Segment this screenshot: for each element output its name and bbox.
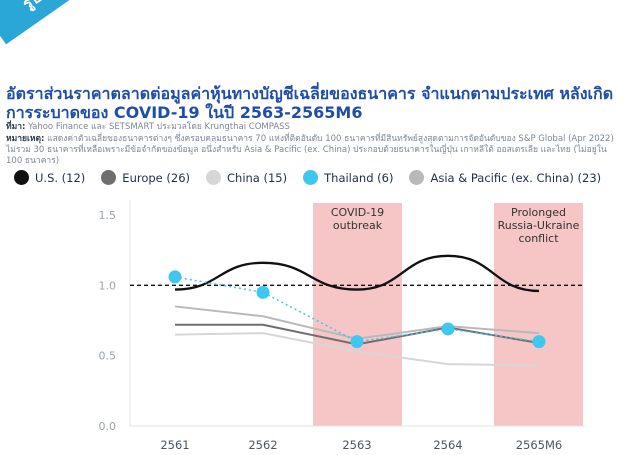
x-tick-label: 2562	[248, 438, 277, 452]
x-tick-label: 2561	[160, 438, 189, 452]
legend-item: Thailand (6)	[303, 170, 393, 185]
annotation-label: outbreak	[333, 219, 383, 232]
chart-title: อัตราส่วนราคาตลาดต่อมูลค่าหุ้นทางบัญชีเฉ…	[6, 84, 614, 122]
legend: U.S. (12) Europe (26) China (15) Thailand (…	[14, 170, 601, 185]
series-point-thailand	[168, 270, 182, 284]
legend-swatch	[101, 170, 117, 185]
legend-label: Europe (26)	[122, 170, 190, 185]
x-tick-label: 2564	[433, 438, 462, 452]
source-label: ที่มา:	[6, 122, 26, 132]
annotation-label: conflict	[518, 232, 559, 245]
legend-item: China (15)	[206, 170, 287, 185]
legend-label: Asia & Pacific (ex. China) (23)	[430, 170, 602, 185]
series-line-us	[174, 254, 540, 293]
legend-label: Thailand (6)	[324, 170, 394, 185]
y-tick-label: 0.5	[99, 350, 117, 363]
legend-item: Europe (26)	[101, 170, 190, 185]
x-tick-label: 2563	[342, 438, 371, 452]
y-tick-label: 1.5	[99, 209, 117, 222]
legend-swatch	[14, 170, 29, 185]
y-tick-label: 0.0	[99, 420, 117, 433]
annotation-band	[313, 203, 402, 426]
legend-item: Asia & Pacific (ex. China) (23)	[409, 170, 601, 185]
source-line: ที่มา: Yahoo Finance และ SETSMART ประมวล…	[6, 122, 618, 133]
source-text: Yahoo Finance และ SETSMART ประมวลโดย Kru…	[28, 122, 290, 132]
legend-item: U.S. (12)	[14, 170, 85, 185]
legend-swatch	[303, 170, 319, 185]
legend-swatch	[206, 170, 221, 185]
annotation-label: Prolonged	[511, 206, 566, 219]
note-text: แสดงค่าตัวเฉลี่ยของธนาคารต่างๆ ซึ่งครอบค…	[6, 134, 614, 166]
note-block: หมายเหตุ: แสดงค่าตัวเฉลี่ยของธนาคารต่างๆ…	[6, 134, 618, 167]
legend-label: U.S. (12)	[35, 170, 86, 185]
annotation-band	[494, 203, 583, 426]
series-point-thailand	[532, 335, 546, 349]
series-point-thailand	[441, 322, 455, 336]
series-point-thailand	[256, 285, 270, 299]
series-point-thailand	[350, 335, 364, 349]
annotation-label: Russia-Ukraine	[498, 219, 580, 232]
legend-label: China (15)	[227, 170, 288, 185]
legend-swatch	[409, 170, 425, 185]
series-line	[174, 332, 540, 367]
annotation-label: COVID-19	[331, 206, 384, 219]
x-tick-label: 2565M6	[516, 438, 563, 452]
note-label: หมายเหตุ:	[6, 134, 45, 144]
y-tick-label: 1.0	[99, 279, 117, 292]
